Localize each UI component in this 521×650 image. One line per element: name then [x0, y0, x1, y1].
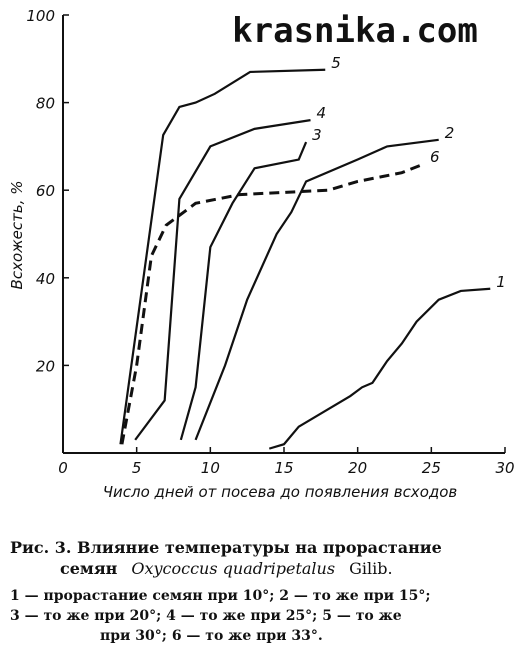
caption-line: семян Oxycoccus quadripetalus Gilib.: [60, 559, 393, 578]
x-tick-label: 30: [495, 459, 514, 477]
series-line: [268, 287, 491, 450]
series-label: 2: [445, 124, 455, 142]
caption-note: 1 — прорастание семян при 10°; 2 — то же…: [10, 588, 431, 604]
x-tick-label: 25: [422, 459, 441, 477]
series-label: 5: [331, 54, 341, 72]
y-tick-label: 40: [36, 270, 55, 288]
series-line: [179, 141, 308, 441]
x-axis-label: Число дней от посева до появления всходо…: [103, 483, 458, 501]
caption-note: 3 — то же при 20°; 4 — то же при 25°; 5 …: [10, 608, 402, 624]
caption-part: Gilib.: [349, 559, 392, 578]
series-label: 3: [312, 126, 322, 144]
y-tick-label: 20: [36, 357, 55, 375]
y-tick-label: 80: [36, 95, 55, 113]
caption-part: Oxycoccus quadripetalus: [131, 559, 335, 578]
x-tick-label: 15: [274, 459, 293, 477]
series-line: [120, 162, 425, 445]
x-tick-label: 10: [201, 459, 220, 477]
caption-note: при 30°; 6 — то же при 33°.: [100, 628, 323, 644]
y-tick-label: 60: [36, 182, 55, 200]
series-line: [119, 68, 326, 445]
x-tick-label: 0: [58, 459, 68, 477]
caption-line: Рис. 3. Влияние температуры на прорастан…: [10, 538, 442, 557]
series-label: 1: [496, 273, 506, 291]
caption-part: семян: [60, 559, 118, 578]
series-line: [194, 138, 439, 441]
y-axis-label: Всхожесть, %: [8, 181, 26, 290]
series-label: 4: [317, 104, 327, 122]
x-tick-label: 20: [348, 459, 367, 477]
x-tick-label: 5: [132, 459, 142, 477]
series-label: 6: [430, 148, 440, 166]
watermark: krasnika.com: [232, 11, 478, 51]
y-tick-label: 100: [26, 7, 55, 25]
series-line: [134, 119, 311, 441]
